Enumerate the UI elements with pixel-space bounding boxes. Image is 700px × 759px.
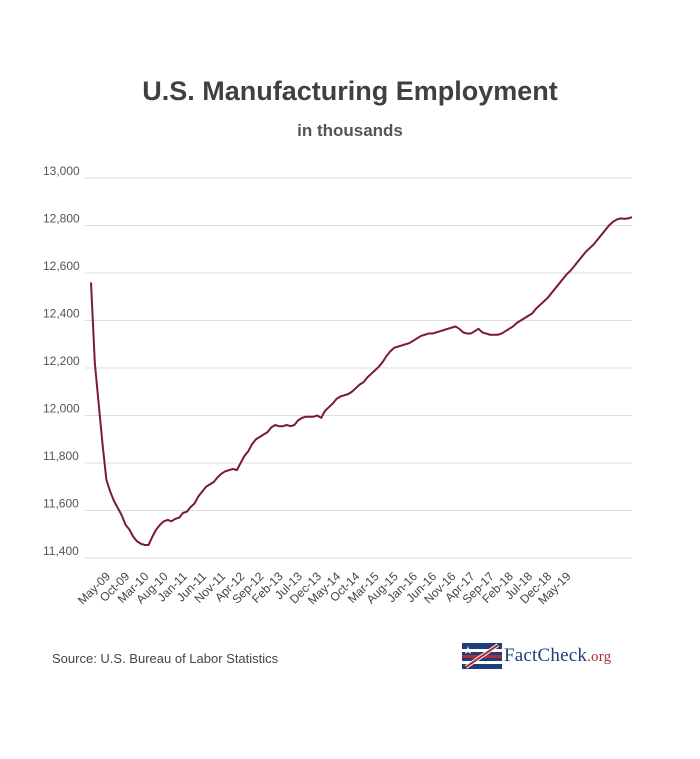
y-tick-label: 12,400 [43, 307, 80, 321]
y-tick-label: 11,400 [43, 544, 79, 558]
y-tick-label: 12,200 [43, 354, 80, 368]
y-tick-label: 12,800 [43, 212, 80, 226]
y-axis-ticks: 11,400 11,600 11,800 12,000 12,200 12,400 12,6… [43, 164, 80, 558]
chart-subtitle: in thousands [297, 121, 403, 140]
logo-text-org: .org [587, 649, 612, 665]
y-tick-label: 11,800 [43, 449, 79, 463]
source-note: Source: U.S. Bureau of Labor Statistics [52, 651, 279, 666]
y-tick-label: 12,600 [43, 259, 80, 273]
flag-icon [462, 643, 502, 669]
gridlines [85, 177, 632, 559]
factcheck-logo: FactCheck.org [462, 637, 632, 671]
y-tick-label: 13,000 [43, 164, 80, 178]
chart-title: U.S. Manufacturing Employment [142, 76, 558, 106]
series-line [90, 216, 633, 546]
y-tick-label: 12,000 [43, 402, 80, 416]
x-axis-ticks: May-09Oct-09Mar-10Aug-10Jan-11Jun-11Nov-… [75, 569, 574, 607]
logo-text-main: FactCheck [504, 645, 588, 666]
y-tick-label: 11,600 [43, 497, 79, 511]
